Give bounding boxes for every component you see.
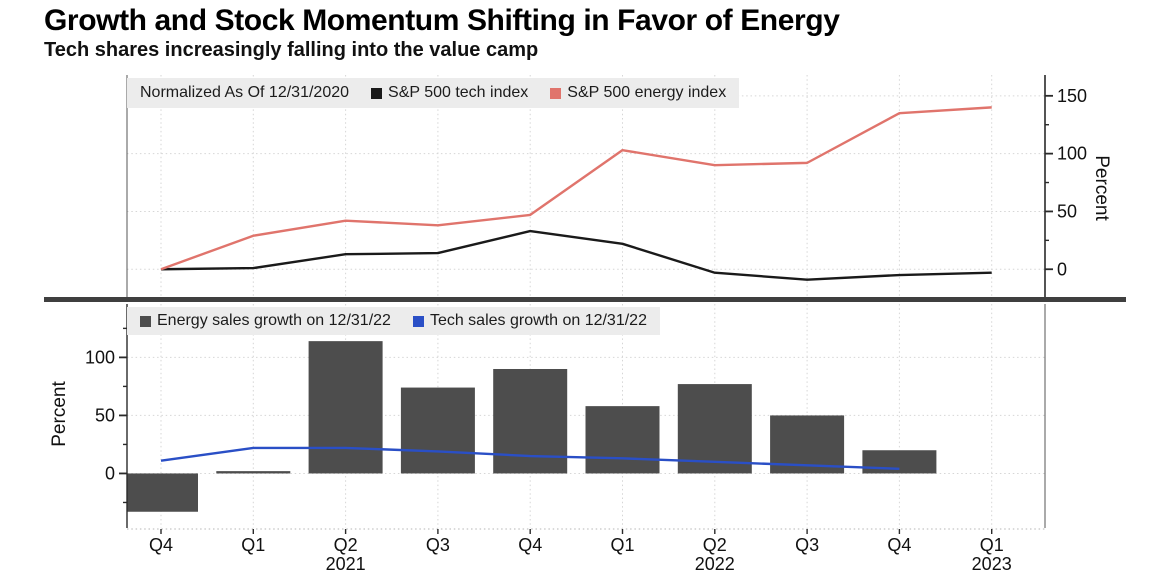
energy-index-line <box>160 106 992 271</box>
tech-sales-swatch <box>412 315 424 327</box>
energy-sales-bar <box>862 450 937 474</box>
tech-sales-line <box>160 446 900 471</box>
year-label: 2023 <box>972 554 1012 574</box>
y-tick-label: 150 <box>1057 86 1087 106</box>
x-axis-quarter-label: Q3 <box>426 535 450 555</box>
x-axis-quarter-label: Q1 <box>241 535 265 555</box>
panel-separator <box>44 297 1126 302</box>
bottom-chart-legend: Energy sales growth on 12/31/22 Tech sal… <box>127 307 660 335</box>
energy-sales-bar <box>216 471 291 474</box>
x-axis-quarter-label: Q1 <box>610 535 634 555</box>
x-axis-quarter-label: Q3 <box>795 535 819 555</box>
y-tick-label: 0 <box>105 463 115 483</box>
legend-item-energy-sales: Energy sales growth on 12/31/22 <box>140 312 391 330</box>
y-tick-label: 100 <box>85 347 115 367</box>
energy-sales-bar <box>308 341 383 474</box>
x-axis-quarter-label: Q1 <box>980 535 1004 555</box>
tech-index-swatch <box>371 87 383 99</box>
legend-item-tech-index: S&P 500 tech index <box>371 84 528 102</box>
legend-item-energy-index: S&P 500 energy index <box>550 84 726 102</box>
legend-label: Energy sales growth on 12/31/22 <box>157 312 391 329</box>
x-axis-quarter-label: Q4 <box>887 535 911 555</box>
top-chart-legend: Normalized As Of 12/31/2020 S&P 500 tech… <box>127 78 740 108</box>
x-axis-quarter-label: Q2 <box>703 535 727 555</box>
y-tick-label: 100 <box>1057 144 1087 164</box>
normalization-note: Normalized As Of 12/31/2020 <box>140 84 350 101</box>
energy-sales-bar <box>677 384 752 474</box>
legend-label: Tech sales growth on 12/31/22 <box>429 312 647 329</box>
energy-sales-bar <box>127 473 198 512</box>
x-axis-quarter-label: Q2 <box>334 535 358 555</box>
year-label: 2022 <box>695 554 735 574</box>
y-tick-label: 50 <box>1057 201 1077 221</box>
energy-index-swatch <box>550 87 562 99</box>
page-subtitle: Tech shares increasingly falling into th… <box>44 39 539 61</box>
energy-sales-swatch <box>140 315 151 327</box>
year-label: 2021 <box>326 554 366 574</box>
x-axis-quarter-label: Q4 <box>518 535 542 555</box>
y-tick-label: 50 <box>95 405 115 425</box>
legend-item-tech-sales: Tech sales growth on 12/31/22 <box>412 312 647 330</box>
page-title: Growth and Stock Momentum Shifting in Fa… <box>44 4 840 37</box>
x-axis-quarter-label: Q4 <box>149 535 173 555</box>
energy-sales-bar <box>585 406 660 474</box>
y-tick-label: 0 <box>1057 259 1067 279</box>
energy-sales-bar <box>400 387 475 474</box>
top-chart-y-axis-label: Percent <box>1091 155 1112 221</box>
tech-index-line <box>160 229 992 281</box>
bottom-chart-y-axis-label: Percent <box>49 381 70 447</box>
legend-label: S&P 500 energy index <box>567 84 727 101</box>
legend-label: S&P 500 tech index <box>388 84 529 101</box>
